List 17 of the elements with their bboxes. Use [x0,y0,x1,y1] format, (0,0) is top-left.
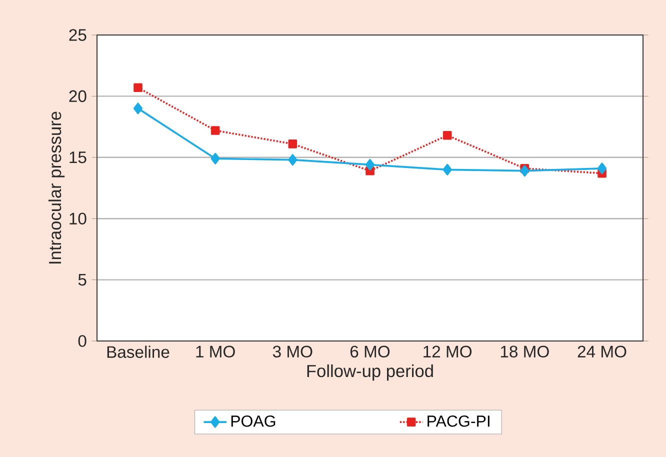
legend-label: PACG-PI [428,415,490,427]
y-tick-label: 0 [78,335,86,347]
y-axis-title: Intraocular pressure [48,112,65,264]
x-tick-label: Baseline [107,346,170,358]
y-tick-label: 25 [69,29,86,41]
x-tick-label: 3 MO [272,346,312,358]
y-tick-label: 20 [69,90,86,102]
x-tick-label: 12 MO [424,346,472,358]
x-tick-label: 24 MO [578,346,626,358]
y-tick-label: 15 [70,152,86,164]
x-axis-title: Follow-up period [307,364,433,381]
legend-label: POAG [231,415,276,427]
x-tick-label: 6 MO [350,346,390,358]
y-tick-label: 10 [70,212,86,225]
x-tick-label: 1 MO [196,346,235,358]
x-tick-label: 18 MO [500,346,549,358]
y-tick-label: 5 [78,274,86,286]
